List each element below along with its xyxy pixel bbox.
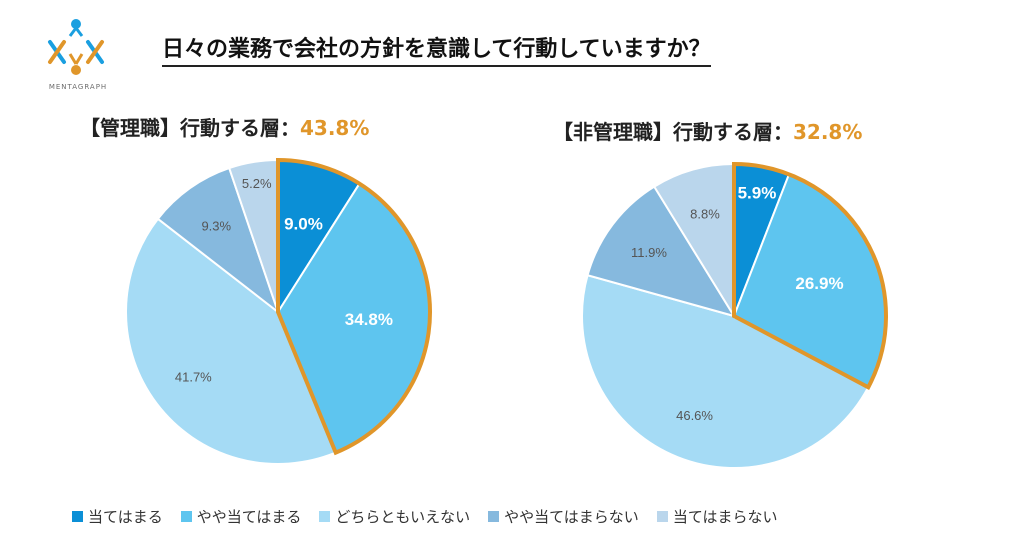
data-label: 46.6%	[676, 408, 713, 423]
legend-swatch	[488, 511, 500, 522]
legend-item: どちらともいえない	[319, 506, 470, 527]
legend-label: やや当てはまらない	[504, 508, 639, 526]
pie-slice	[156, 166, 281, 315]
legend: 当てはまる やや当てはまる どちらともいえない やや当てはまらない 当てはまらな…	[72, 506, 778, 527]
data-label: 9.3%	[201, 218, 231, 233]
pie-slice	[125, 217, 338, 465]
subtitle-prefix: 【管理職】行動する層：	[80, 116, 300, 140]
logo-icon	[48, 19, 104, 75]
data-label: 5.2%	[242, 176, 272, 191]
legend-label: 当てはまる	[88, 508, 163, 526]
legend-label: 当てはまらない	[672, 508, 778, 526]
highlight-outline	[276, 157, 432, 456]
legend-item: 当てはまる	[72, 506, 163, 527]
pie-chart-1: 5.9% 26.9% 46.6% 11.9% 8.8%	[581, 161, 888, 469]
chart-subtitle-managers: 【管理職】行動する層：43.8%	[80, 112, 369, 141]
pie-slice	[581, 274, 870, 469]
pie-chart-0: 9.0% 34.8% 41.7% 9.3% 5.2%	[125, 157, 432, 465]
data-label: 5.9%	[738, 183, 777, 202]
page-title: 日々の業務で会社の方針を意識して行動していますか？	[162, 31, 711, 67]
legend-label: どちらともいえない	[335, 508, 471, 526]
data-label: 9.0%	[284, 214, 323, 233]
data-label: 26.9%	[795, 274, 843, 293]
legend-swatch	[72, 511, 83, 522]
legend-label: やや当てはまる	[196, 508, 302, 526]
data-label: 41.7%	[175, 369, 212, 384]
subtitle-value: 32.8%	[793, 120, 863, 144]
data-label: 8.8%	[690, 207, 720, 222]
pie-slice	[586, 185, 737, 318]
highlight-outline	[732, 161, 888, 390]
legend-swatch	[180, 511, 192, 522]
legend-item: やや当てはまらない	[488, 506, 639, 527]
subtitle-value: 43.8%	[300, 116, 370, 140]
legend-item: 当てはまらない	[656, 506, 778, 527]
legend-swatch	[656, 511, 668, 522]
data-label: 11.9%	[631, 245, 667, 260]
legend-item: やや当てはまる	[180, 506, 302, 527]
data-label: 34.8%	[345, 310, 393, 329]
logo-text: MENTAGRAPH	[48, 83, 108, 91]
chart-subtitle-non-managers: 【非管理職】行動する層：32.8%	[553, 116, 862, 145]
subtitle-prefix: 【非管理職】行動する層：	[553, 120, 793, 144]
legend-swatch	[319, 511, 331, 522]
